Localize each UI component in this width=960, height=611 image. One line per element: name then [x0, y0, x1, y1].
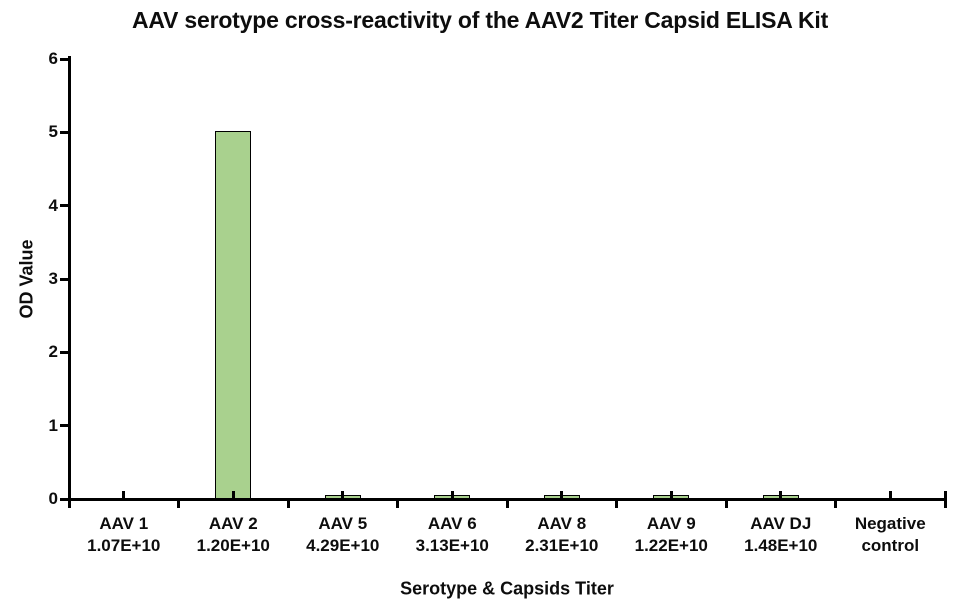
y-tick-label: 3 — [48, 269, 58, 288]
x-category-titer: 1.20E+10 — [196, 536, 270, 555]
x-major-tick — [177, 500, 180, 508]
x-axis-line — [67, 497, 947, 501]
x-category-titer: 1.48E+10 — [744, 536, 818, 555]
x-category-label: AAV 2 1.20E+10 — [173, 513, 293, 557]
x-major-tick — [286, 500, 290, 508]
y-tick-label: 6 — [48, 49, 58, 68]
x-major-tick — [396, 500, 399, 508]
x-category-name: Negative control — [854, 514, 926, 555]
y-tick-label: 0 — [48, 489, 58, 508]
x-category-name: AAV 9 — [646, 514, 696, 533]
y-tick-label: 1 — [48, 415, 58, 435]
x-category-label: AAV 1 1.07E+10 — [64, 513, 184, 557]
x-minor-tick — [669, 490, 673, 498]
x-category-titer: 2.31E+10 — [525, 536, 599, 555]
x-minor-tick — [888, 490, 892, 498]
x-major-tick — [724, 500, 728, 508]
y-tick — [59, 497, 68, 501]
x-category-titer: 1.07E+10 — [87, 536, 161, 555]
x-major-tick — [615, 500, 618, 508]
x-category-label: AAV 9 1.22E+10 — [611, 513, 731, 557]
x-category-name: AAV 1 — [99, 514, 149, 533]
x-category-label: AAV 6 3.13E+10 — [392, 513, 512, 557]
x-category-name: AAV 2 — [208, 514, 258, 533]
x-minor-tick — [560, 490, 564, 498]
x-minor-tick — [450, 490, 454, 498]
y-tick — [59, 130, 68, 134]
x-category-name: AAV 8 — [537, 514, 587, 533]
x-category-name: AAV 6 — [427, 514, 477, 533]
x-category-label: AAV 8 2.31E+10 — [502, 513, 622, 557]
x-minor-tick — [122, 490, 126, 498]
x-minor-tick — [231, 490, 235, 498]
x-minor-tick — [341, 490, 345, 498]
x-category-label: Negative control — [830, 513, 950, 557]
x-category-label: AAV 5 4.29E+10 — [283, 513, 403, 557]
y-axis-line — [67, 56, 71, 501]
x-major-tick — [67, 500, 71, 508]
y-tick — [59, 424, 68, 428]
x-axis-title: Serotype & Capsids Titer — [400, 578, 614, 599]
x-category-name: AAV 5 — [318, 514, 368, 533]
x-minor-tick — [779, 490, 783, 498]
y-tick — [59, 204, 68, 208]
y-tick — [59, 57, 68, 61]
x-major-tick — [505, 500, 509, 508]
y-tick-label: 4 — [48, 195, 58, 215]
x-category-name: AAV DJ — [750, 514, 812, 533]
x-category-titer: 3.13E+10 — [415, 536, 489, 555]
y-tick — [59, 350, 68, 354]
x-major-tick — [834, 500, 837, 508]
x-category-titer: 4.29E+10 — [306, 536, 380, 555]
chart-title: AAV serotype cross-reactivity of the AAV… — [131, 7, 829, 33]
y-tick — [59, 277, 68, 281]
x-category-titer: 1.22E+10 — [634, 536, 708, 555]
x-category-label: AAV DJ 1.48E+10 — [721, 513, 841, 557]
y-tick-label: 2 — [48, 342, 58, 362]
y-tick-label: 5 — [48, 122, 58, 142]
bar-aav-2 — [215, 130, 252, 499]
